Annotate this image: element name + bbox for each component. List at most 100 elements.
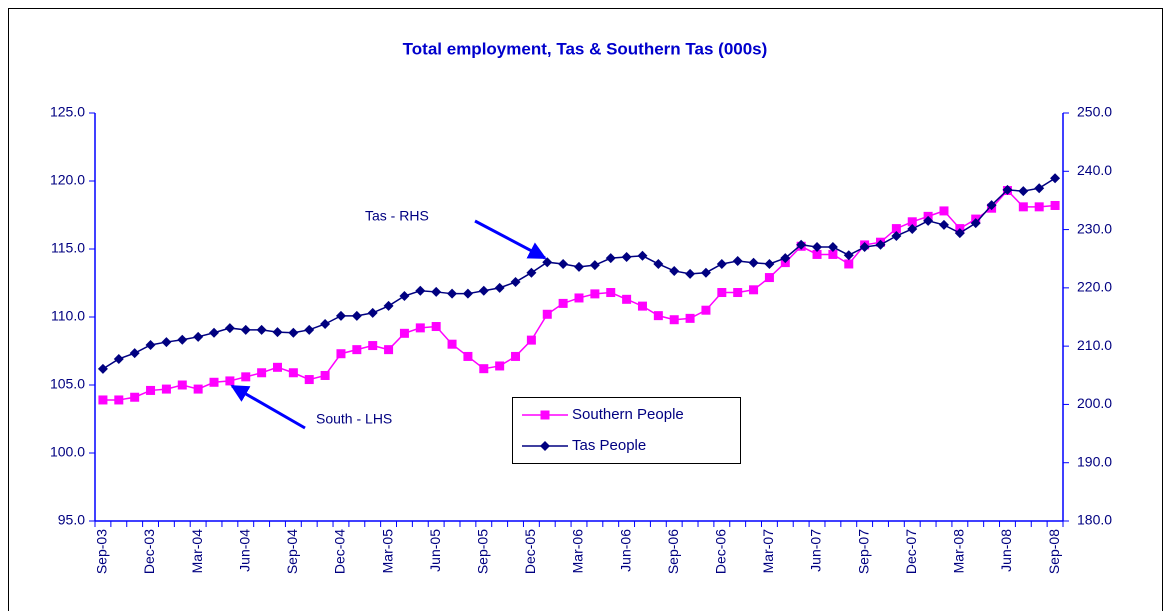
point xyxy=(463,351,473,361)
point xyxy=(1002,184,1013,195)
y2-tick-label: 190.0 xyxy=(1077,453,1112,469)
point xyxy=(399,291,410,302)
point xyxy=(256,324,267,335)
x-tick-label: Sep-05 xyxy=(474,529,490,574)
point xyxy=(320,318,331,329)
point xyxy=(1034,202,1044,212)
x-tick-label: Mar-04 xyxy=(189,529,205,574)
x-tick-label: Mar-08 xyxy=(951,529,967,574)
point xyxy=(209,377,219,387)
point xyxy=(733,288,743,298)
point xyxy=(637,301,647,311)
y2-tick-label: 220.0 xyxy=(1077,279,1112,295)
point xyxy=(748,257,759,268)
point xyxy=(511,351,521,361)
point xyxy=(590,289,600,299)
point xyxy=(954,228,965,239)
y-tick-label: 125.0 xyxy=(50,104,85,120)
point xyxy=(542,309,552,319)
x-tick-label: Mar-06 xyxy=(570,529,586,574)
x-tick-label: Sep-08 xyxy=(1046,529,1062,574)
point xyxy=(351,310,362,321)
point xyxy=(193,331,204,342)
point xyxy=(938,219,949,230)
annotation: Tas - RHS xyxy=(365,208,429,224)
point xyxy=(653,311,663,321)
point xyxy=(479,364,489,374)
point xyxy=(540,410,550,420)
point xyxy=(701,305,711,315)
point xyxy=(415,323,425,333)
point xyxy=(764,258,775,269)
point xyxy=(574,261,584,272)
point xyxy=(98,395,108,405)
x-tick-label: Jun-04 xyxy=(236,529,252,572)
x-tick-label: Dec-05 xyxy=(522,529,538,574)
point xyxy=(923,215,934,226)
point xyxy=(129,348,140,359)
point xyxy=(540,441,550,451)
point xyxy=(1018,202,1028,212)
point xyxy=(97,363,108,374)
point xyxy=(859,242,870,253)
x-tick-label: Mar-07 xyxy=(760,529,776,574)
y2-tick-label: 230.0 xyxy=(1077,220,1112,236)
point xyxy=(145,339,156,350)
point xyxy=(542,257,553,268)
chart-title: Total employment, Tas & Southern Tas (00… xyxy=(403,39,768,58)
point xyxy=(494,282,505,293)
point xyxy=(431,286,442,297)
x-tick-label: Mar-05 xyxy=(379,529,395,574)
x-tick-label: Sep-04 xyxy=(284,529,300,574)
point xyxy=(193,384,203,394)
y2-tick-label: 250.0 xyxy=(1077,104,1112,120)
chart-frame xyxy=(8,8,1163,611)
point xyxy=(780,253,791,264)
y-tick-label: 120.0 xyxy=(50,172,85,188)
point xyxy=(161,384,171,394)
point xyxy=(288,327,299,338)
point xyxy=(621,251,632,262)
point xyxy=(558,258,569,269)
point xyxy=(685,313,695,323)
point xyxy=(653,258,664,269)
annotation-arrow xyxy=(230,384,306,430)
point xyxy=(447,288,458,299)
point xyxy=(447,339,457,349)
point xyxy=(589,260,600,271)
point xyxy=(749,285,759,295)
point xyxy=(114,395,124,405)
point xyxy=(812,242,823,253)
point xyxy=(764,273,774,283)
point xyxy=(1050,200,1060,210)
x-tick-label: Sep-03 xyxy=(94,529,110,574)
point xyxy=(827,242,838,253)
point xyxy=(335,310,346,321)
point xyxy=(843,250,854,261)
point xyxy=(304,324,315,335)
x-tick-label: Sep-07 xyxy=(855,529,871,574)
point xyxy=(1034,183,1045,194)
series-line xyxy=(102,177,1056,370)
legend xyxy=(512,397,741,464)
point xyxy=(526,335,536,345)
point xyxy=(336,349,346,359)
point xyxy=(113,353,124,364)
point xyxy=(907,217,917,227)
y2-tick-label: 200.0 xyxy=(1077,395,1112,411)
point xyxy=(510,277,521,288)
point xyxy=(558,298,568,308)
point xyxy=(478,285,489,296)
point xyxy=(796,239,807,250)
point xyxy=(383,300,394,311)
point xyxy=(606,288,616,298)
point xyxy=(875,239,886,250)
point xyxy=(130,392,140,402)
point xyxy=(415,285,426,296)
plot-area: 95.0 100.0 105.0 110.0 115.0 120.0 125.0 180.0 1… xyxy=(50,104,1112,574)
point xyxy=(622,294,632,304)
point xyxy=(288,368,298,378)
point xyxy=(495,361,505,371)
point xyxy=(605,253,616,264)
point xyxy=(939,206,949,216)
